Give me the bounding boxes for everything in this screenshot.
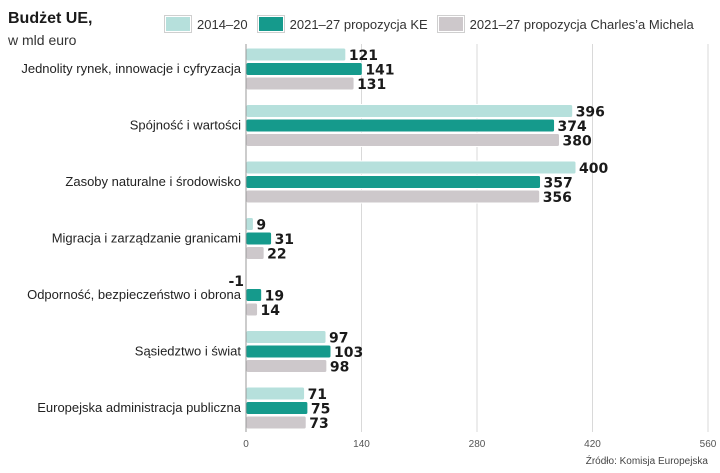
category-label: Spójność i wartości — [130, 118, 241, 133]
legend-label-michel: 2021–27 propozycja Charles’a Michela — [469, 16, 694, 32]
legend-item-2014: 2014–20 — [165, 16, 248, 32]
x-tick-label: 560 — [700, 439, 717, 450]
legend-swatch-ke — [257, 16, 284, 32]
category-label: Sąsiedztwo i świat — [135, 344, 242, 359]
bar-1-0 — [245, 62, 363, 76]
value-label: 22 — [267, 247, 286, 263]
value-label: 14 — [261, 303, 281, 319]
value-label: 400 — [579, 161, 608, 177]
category-label: Jednolity rynek, innowacje i cyfryzacja — [21, 61, 241, 76]
legend: 2014–20 2021–27 propozycja KE 2021–27 pr… — [165, 16, 704, 32]
bar-0-1 — [245, 104, 574, 118]
legend-swatch-2014 — [165, 16, 191, 32]
bar-2-0 — [245, 76, 355, 91]
value-label: 75 — [311, 402, 330, 418]
bar-1-6 — [245, 401, 309, 415]
legend-label-2014: 2014–20 — [197, 16, 248, 32]
value-label: -1 — [228, 274, 244, 290]
category-label: Zasoby naturalne i środowisko — [65, 174, 241, 189]
legend-item-ke: 2021–27 propozycja KE — [257, 16, 428, 32]
bar-2-1 — [245, 133, 560, 147]
value-label: 380 — [563, 134, 592, 150]
category-label: Migracja i zarządzanie granicami — [52, 231, 241, 246]
x-tick-label: 420 — [584, 439, 601, 450]
bar-0-0 — [245, 47, 347, 62]
chart-subtitle: w mld euro — [8, 32, 77, 48]
x-tick-label: 140 — [353, 439, 370, 450]
bar-2-5 — [245, 359, 328, 373]
value-label: 121 — [349, 48, 378, 64]
value-label: 31 — [275, 232, 294, 248]
value-label: 98 — [330, 360, 349, 376]
bar-2-6 — [245, 415, 307, 430]
value-label: 97 — [329, 331, 348, 347]
bar-0-2 — [245, 160, 577, 175]
legend-item-michel: 2021–27 propozycja Charles’a Michela — [437, 16, 694, 32]
bar-1-1 — [245, 118, 556, 133]
value-label: 71 — [308, 387, 327, 403]
value-label: 131 — [357, 77, 386, 93]
value-label: 9 — [256, 218, 266, 234]
source-note: Źródło: Komisja Europejska — [585, 456, 708, 467]
bar-2-4 — [245, 302, 259, 317]
category-label: Odporność, bezpieczeństwo i obrona — [27, 287, 242, 302]
bar-0-3 — [245, 217, 254, 231]
bar-2-3 — [245, 246, 265, 260]
value-label: 356 — [543, 190, 572, 206]
x-tick-label: 280 — [469, 439, 486, 450]
value-label: 19 — [265, 289, 284, 305]
bar-1-3 — [245, 231, 273, 246]
value-label: 396 — [576, 105, 605, 121]
value-label: 73 — [309, 416, 328, 432]
bar-1-4 — [245, 288, 263, 302]
value-label: 357 — [544, 176, 573, 192]
bar-2-2 — [245, 189, 541, 204]
legend-label-ke: 2021–27 propozycja KE — [289, 16, 428, 32]
value-label: 374 — [558, 119, 587, 135]
value-label: 141 — [365, 63, 394, 79]
bar-1-5 — [245, 344, 332, 359]
bar-0-5 — [245, 330, 327, 344]
value-label: 103 — [334, 345, 363, 361]
bar-0-6 — [245, 386, 306, 401]
bar-1-2 — [245, 175, 542, 189]
legend-swatch-michel — [437, 16, 464, 32]
category-label: Europejska administracja publiczna — [37, 400, 242, 415]
x-tick-label: 0 — [243, 439, 249, 450]
chart-title: Budżet UE, — [8, 10, 93, 27]
